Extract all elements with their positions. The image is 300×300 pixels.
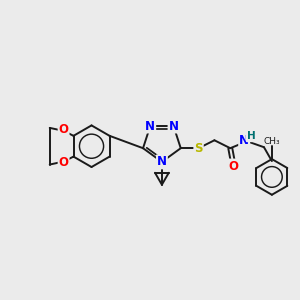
Text: O: O	[58, 156, 69, 169]
Text: N: N	[145, 119, 155, 133]
Text: H: H	[247, 131, 256, 141]
Text: N: N	[239, 134, 249, 147]
Text: N: N	[169, 119, 178, 133]
Text: N: N	[157, 155, 167, 168]
Text: O: O	[228, 160, 238, 172]
Text: O: O	[58, 123, 69, 136]
Text: S: S	[194, 142, 203, 155]
Text: CH₃: CH₃	[264, 137, 280, 146]
